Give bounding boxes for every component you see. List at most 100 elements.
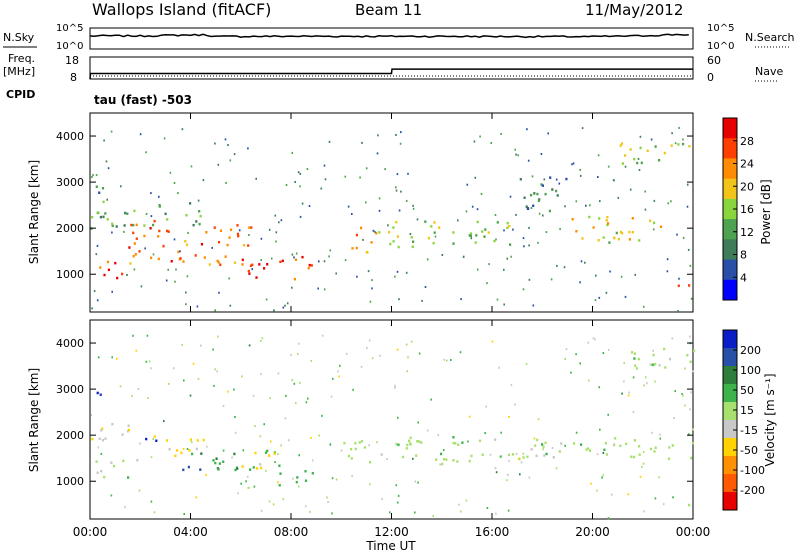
velocity-cell xyxy=(522,452,525,455)
velocity-cell xyxy=(279,472,282,475)
velocity-cell xyxy=(592,337,595,340)
power-cell xyxy=(633,157,636,161)
velocity-cell xyxy=(632,455,636,459)
velocity-cell xyxy=(96,391,99,395)
power-cell xyxy=(132,254,135,258)
time-tick-0: 00:00 xyxy=(73,525,108,539)
power-cell xyxy=(91,176,93,178)
power-cbar-label: Power [dB] xyxy=(759,179,773,244)
power-cell xyxy=(140,285,143,288)
power-cell xyxy=(192,223,195,227)
velocity-cell xyxy=(668,446,671,449)
velocity-cell xyxy=(440,452,443,456)
velocity-cell xyxy=(131,395,133,398)
power-cell xyxy=(392,240,395,243)
power-cell xyxy=(634,273,636,276)
power-cell xyxy=(506,226,509,230)
power-cell xyxy=(686,205,689,208)
velocity-cell xyxy=(642,451,645,453)
velocity-cell xyxy=(380,453,383,456)
power-cell xyxy=(670,144,673,147)
power-cell xyxy=(308,205,311,207)
velocity-cell xyxy=(594,338,596,341)
power-cell xyxy=(152,223,155,227)
power-cell xyxy=(139,133,142,136)
velocity-cell xyxy=(265,469,267,472)
velocity-cell xyxy=(508,415,510,418)
power-cell xyxy=(242,244,245,247)
velocity-cell xyxy=(588,379,590,382)
power-cell xyxy=(369,300,372,303)
power-cell xyxy=(208,263,211,266)
power-cell xyxy=(95,185,98,188)
power-cell xyxy=(541,184,544,187)
power-cell xyxy=(284,304,286,307)
power-cell xyxy=(214,309,216,312)
power-cell xyxy=(185,291,187,294)
power-cell xyxy=(145,151,147,154)
power-cell xyxy=(323,260,326,263)
time-tick-6: 00:00 xyxy=(676,525,711,539)
velocity-cell xyxy=(443,458,446,461)
velocity-cell xyxy=(195,447,198,451)
time-tick-5: 20:00 xyxy=(575,525,610,539)
velocity-cell xyxy=(461,441,464,444)
nsearch-label: N.Search xyxy=(745,31,795,44)
velocity-cell xyxy=(285,394,287,397)
power-cell xyxy=(411,245,414,249)
velocity-cell xyxy=(339,364,341,367)
velocity-cell xyxy=(558,450,561,453)
power-cell xyxy=(460,298,462,301)
power-cell xyxy=(297,171,300,174)
power-cell xyxy=(462,255,465,258)
power-cell xyxy=(514,148,516,151)
power-cell xyxy=(149,227,152,230)
velocity-cell xyxy=(649,363,652,366)
velocity-cell xyxy=(673,417,675,420)
power-cell xyxy=(138,250,141,253)
power-cell xyxy=(374,230,376,233)
power-cell xyxy=(613,236,616,240)
power-cell xyxy=(107,167,110,170)
power-cell xyxy=(649,219,652,223)
power-cell xyxy=(260,237,263,240)
power-cell xyxy=(111,290,113,293)
velocity-cell xyxy=(110,494,113,497)
velocity-cell xyxy=(412,457,414,460)
power-cell xyxy=(677,284,680,287)
power-cell xyxy=(92,174,94,177)
power-cell xyxy=(395,220,398,224)
velocity-cell xyxy=(689,360,692,364)
velocity-cell xyxy=(350,457,353,460)
power-cell xyxy=(378,197,381,200)
power-cbar-swatch-3 xyxy=(723,178,737,200)
power-cell xyxy=(465,210,468,213)
velocity-cell xyxy=(686,354,689,357)
power-cell xyxy=(320,187,323,190)
power-cell xyxy=(559,228,561,231)
velocity-cell xyxy=(528,476,531,479)
velocity-cell xyxy=(216,370,218,373)
power-cell xyxy=(398,209,401,212)
power-cell xyxy=(95,253,98,256)
velocity-cell xyxy=(278,484,281,487)
power-cell xyxy=(198,222,201,226)
power-cell xyxy=(663,151,666,155)
power-cell xyxy=(247,269,250,273)
power-cell xyxy=(123,230,125,233)
velocity-cell xyxy=(481,453,484,456)
power-cell xyxy=(197,199,200,202)
power-cell xyxy=(219,229,223,232)
velocity-cell xyxy=(519,473,521,476)
power-cell xyxy=(676,233,678,236)
power-cell xyxy=(532,304,535,307)
velocity-cell xyxy=(217,468,220,471)
velocity-ytick-3: 4000 xyxy=(56,337,84,350)
power-cell xyxy=(134,253,137,256)
velocity-cell xyxy=(327,501,329,503)
power-cell xyxy=(275,231,278,234)
velocity-cell xyxy=(486,507,489,509)
velocity-cell xyxy=(97,446,100,449)
velocity-cell xyxy=(610,493,613,496)
power-cell xyxy=(344,175,347,178)
